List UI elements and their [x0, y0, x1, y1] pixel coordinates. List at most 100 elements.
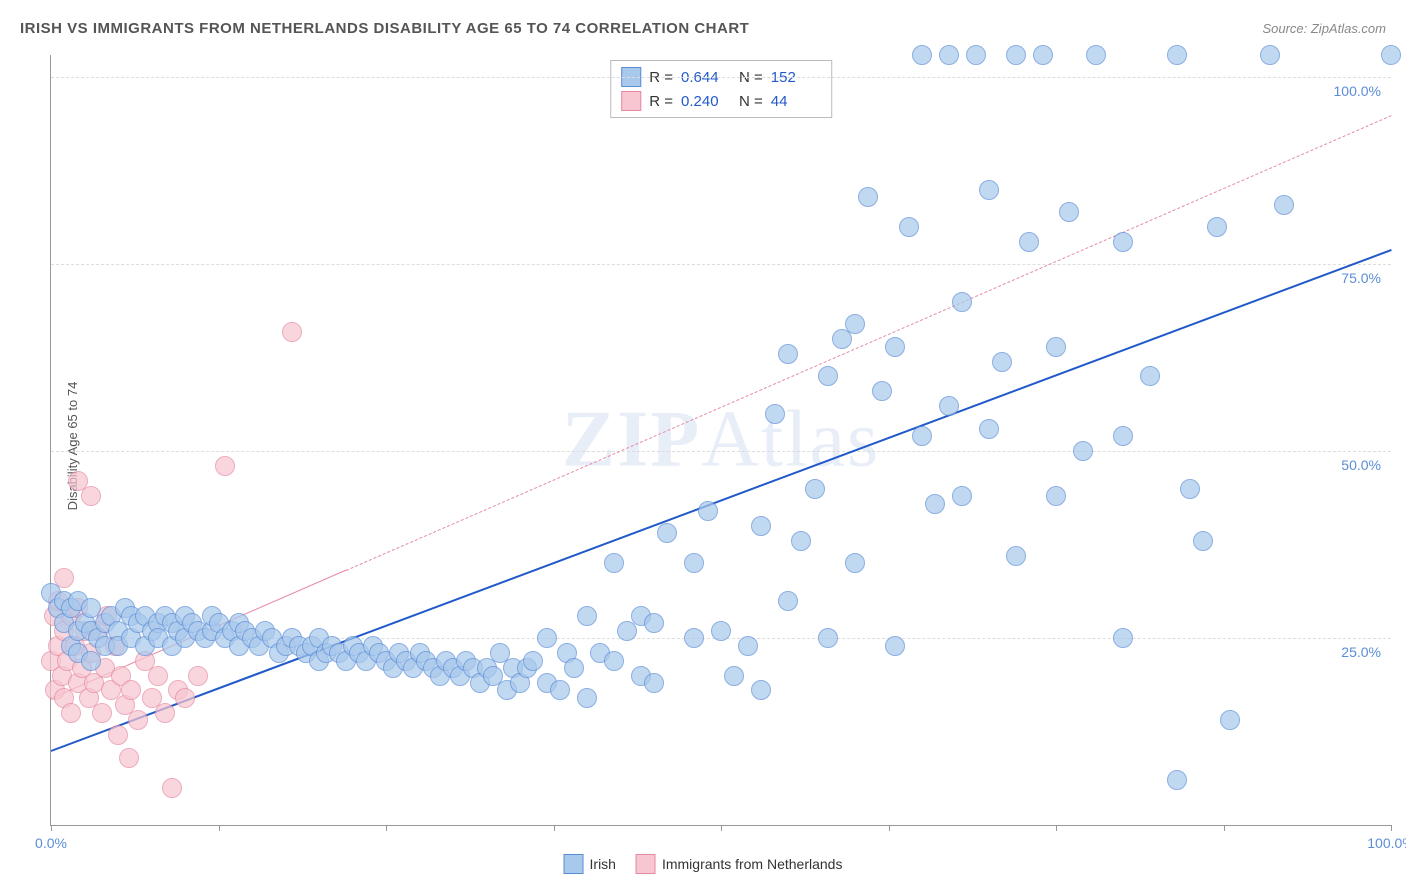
data-point-irish	[1193, 531, 1213, 551]
data-point-irish	[939, 45, 959, 65]
data-point-irish	[698, 501, 718, 521]
data-point-irish	[845, 553, 865, 573]
data-point-netherlands	[92, 703, 112, 723]
data-point-irish	[1046, 486, 1066, 506]
data-point-netherlands	[108, 725, 128, 745]
chart-source: Source: ZipAtlas.com	[1262, 21, 1386, 36]
data-point-irish	[1113, 426, 1133, 446]
legend-item-netherlands: Immigrants from Netherlands	[636, 854, 843, 874]
data-point-netherlands	[121, 680, 141, 700]
data-point-irish	[791, 531, 811, 551]
data-point-irish	[818, 628, 838, 648]
x-tick	[1391, 825, 1392, 831]
data-point-irish	[644, 673, 664, 693]
data-point-irish	[751, 680, 771, 700]
data-point-netherlands	[61, 703, 81, 723]
data-point-irish	[1274, 195, 1294, 215]
data-point-irish	[1059, 202, 1079, 222]
y-tick-label: 100.0%	[1334, 83, 1381, 99]
data-point-irish	[805, 479, 825, 499]
data-point-irish	[1019, 232, 1039, 252]
legend-item-irish: Irish	[564, 854, 616, 874]
trend-line	[346, 115, 1392, 571]
y-tick-label: 75.0%	[1341, 270, 1381, 286]
data-point-netherlands	[128, 710, 148, 730]
gridline	[51, 77, 1391, 78]
data-point-irish	[952, 486, 972, 506]
correlation-stats-box: R =0.644N =152R =0.240N = 44	[610, 60, 832, 118]
data-point-irish	[1033, 45, 1053, 65]
legend-label-netherlands: Immigrants from Netherlands	[662, 856, 843, 872]
data-point-irish	[966, 45, 986, 65]
data-point-irish	[765, 404, 785, 424]
data-point-irish	[1220, 710, 1240, 730]
data-point-irish	[577, 688, 597, 708]
data-point-irish	[912, 45, 932, 65]
data-point-irish	[1073, 441, 1093, 461]
data-point-netherlands	[162, 778, 182, 798]
data-point-netherlands	[155, 703, 175, 723]
data-point-irish	[979, 180, 999, 200]
data-point-irish	[778, 344, 798, 364]
data-point-irish	[885, 337, 905, 357]
data-point-irish	[550, 680, 570, 700]
data-point-irish	[925, 494, 945, 514]
data-point-irish	[1140, 366, 1160, 386]
stats-swatch	[621, 91, 641, 111]
data-point-irish	[992, 352, 1012, 372]
data-point-irish	[845, 314, 865, 334]
data-point-irish	[912, 426, 932, 446]
stat-n-value: 44	[771, 93, 821, 110]
data-point-irish	[1260, 45, 1280, 65]
data-point-irish	[644, 613, 664, 633]
chart-title: IRISH VS IMMIGRANTS FROM NETHERLANDS DIS…	[20, 20, 749, 37]
legend: Irish Immigrants from Netherlands	[564, 854, 843, 874]
x-tick	[1224, 825, 1225, 831]
x-tick	[386, 825, 387, 831]
x-tick	[219, 825, 220, 831]
data-point-irish	[1113, 628, 1133, 648]
data-point-irish	[1180, 479, 1200, 499]
data-point-irish	[778, 591, 798, 611]
legend-swatch-netherlands	[636, 854, 656, 874]
x-tick	[1056, 825, 1057, 831]
data-point-irish	[952, 292, 972, 312]
data-point-irish	[751, 516, 771, 536]
x-tick-label: 0.0%	[35, 835, 67, 851]
legend-swatch-irish	[564, 854, 584, 874]
watermark: ZIPAtlas	[562, 395, 880, 486]
x-tick	[51, 825, 52, 831]
data-point-irish	[523, 651, 543, 671]
legend-label-irish: Irish	[590, 856, 616, 872]
stats-row: R =0.240N = 44	[621, 89, 821, 113]
data-point-irish	[711, 621, 731, 641]
data-point-irish	[1086, 45, 1106, 65]
gridline	[51, 451, 1391, 452]
data-point-irish	[899, 217, 919, 237]
stat-r-value: 0.240	[681, 93, 731, 110]
gridline	[51, 264, 1391, 265]
data-point-irish	[724, 666, 744, 686]
data-point-irish	[738, 636, 758, 656]
data-point-irish	[564, 658, 584, 678]
data-point-irish	[684, 628, 704, 648]
data-point-irish	[657, 523, 677, 543]
data-point-irish	[604, 553, 624, 573]
data-point-irish	[684, 553, 704, 573]
data-point-irish	[537, 628, 557, 648]
x-tick	[889, 825, 890, 831]
data-point-irish	[1113, 232, 1133, 252]
data-point-irish	[818, 366, 838, 386]
data-point-netherlands	[282, 322, 302, 342]
data-point-irish	[872, 381, 892, 401]
data-point-irish	[604, 651, 624, 671]
data-point-irish	[1006, 546, 1026, 566]
data-point-netherlands	[175, 688, 195, 708]
stat-n-label: N =	[739, 93, 763, 110]
data-point-netherlands	[188, 666, 208, 686]
data-point-irish	[1167, 45, 1187, 65]
data-point-irish	[858, 187, 878, 207]
data-point-irish	[979, 419, 999, 439]
data-point-irish	[1046, 337, 1066, 357]
data-point-irish	[1167, 770, 1187, 790]
